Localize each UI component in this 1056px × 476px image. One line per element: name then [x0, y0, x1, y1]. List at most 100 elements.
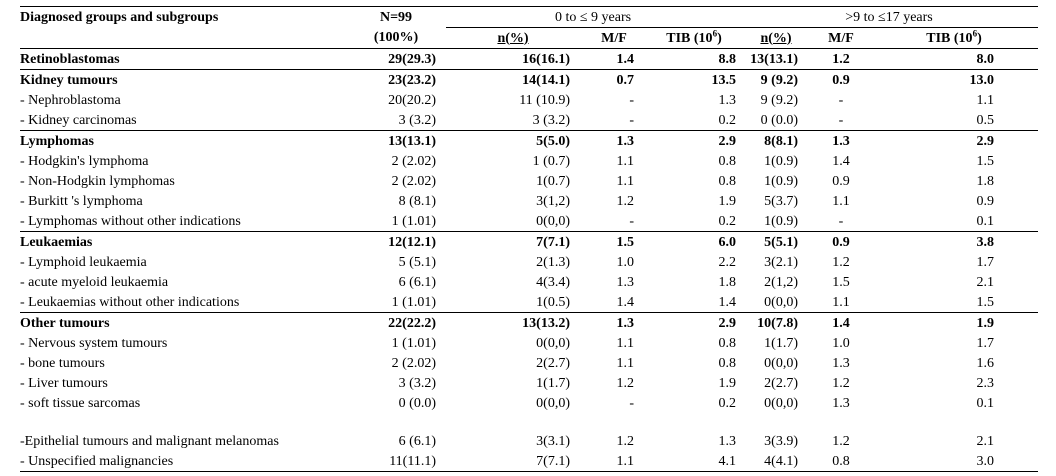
row-mf-1: 1.1	[616, 173, 635, 189]
row-n-pct-2: 8(8.1)	[740, 130, 812, 151]
row-total: 11(11.1)	[346, 451, 446, 472]
header-n-pct-1: n(%)	[446, 27, 580, 49]
row-tib-2: 2.3	[976, 375, 995, 391]
row-label: - bone tumours	[20, 355, 105, 371]
row-n-pct-2: 13(13.1)	[740, 48, 812, 70]
table-row: - Nervous system tumours 1 (1.01) 0(0,0) 1.…	[20, 333, 1038, 353]
row-mf-1: 1.3	[580, 130, 648, 151]
row-label: - Nervous system tumours	[20, 335, 168, 351]
row-label: -Epithelial tumours and malignant melano…	[20, 434, 279, 449]
table-row: - Burkitt 's lymphoma 8 (8.1) 3(1,2) 1.2 1.9…	[20, 191, 1038, 211]
row-tib-2: 1.7	[976, 335, 995, 351]
row-label: Kidney tumours	[20, 69, 346, 90]
row-n-pct-1: 13(13.2)	[446, 312, 580, 333]
row-tib-1: 0.8	[718, 153, 737, 169]
row-total: 6 (6.1)	[398, 434, 436, 449]
row-n-pct-1: 7(7.1)	[446, 451, 580, 472]
row-n-pct-2: 1(1.7)	[764, 335, 798, 351]
header-tib-2: TIB (106)	[870, 27, 1038, 49]
row-mf-1: 1.3	[580, 312, 648, 333]
row-tib-1: 1.9	[718, 375, 737, 391]
row-mf-2: 1.3	[812, 130, 870, 151]
table-row: - Lymphoid leukaemia 5 (5.1) 2(1.3) 1.0 2.2 3…	[20, 252, 1038, 272]
row-label: Lymphomas	[20, 130, 346, 151]
row-label: Other tumours	[20, 312, 346, 333]
row-mf-2: 0.9	[812, 231, 870, 252]
row-tib-2: 0.1	[976, 395, 995, 411]
row-mf-1: 1.2	[616, 375, 635, 391]
row-n-pct-2: 3(3.9)	[764, 434, 798, 449]
row-n-pct-1: 0(0,0)	[536, 213, 570, 229]
row-tib-1: 0.8	[718, 335, 737, 351]
row-n-pct-1: 2(2.7)	[536, 355, 570, 371]
row-n-pct-1: 0(0,0)	[536, 395, 570, 411]
row-tib-2: 0.5	[976, 112, 995, 128]
group-row: Leukaemias 12(12.1) 7(7.1) 1.5 6.0 5(5.1) 0.9 3…	[20, 231, 1038, 252]
row-mf-1: 1.1	[616, 355, 635, 371]
row-n-pct-2: 3(2.1)	[764, 254, 798, 270]
row-tib-1: 8.8	[648, 48, 740, 70]
row-mf-2: -	[838, 92, 844, 108]
header-row-2: (100%) n(%) M/F TIB (106) n(%) M/F TIB (…	[20, 27, 1038, 49]
group-row: Other tumours 22(22.2) 13(13.2) 1.3 2.9 10(7.…	[20, 312, 1038, 333]
row-tib-1: 2.9	[648, 130, 740, 151]
row-tib-2: 3.0	[870, 451, 1038, 472]
row-total: 6 (6.1)	[398, 274, 436, 290]
header-total: N=99	[379, 9, 413, 25]
row-total: 13(13.1)	[346, 130, 446, 151]
row-tib-2: 3.8	[870, 231, 1038, 252]
row-n-pct-1: 3(3.1)	[536, 434, 570, 449]
row-mf-1: 1.5	[580, 231, 648, 252]
row-n-pct-2: 0(0,0)	[764, 395, 798, 411]
row-n-pct-1: 1(0.7)	[536, 173, 570, 189]
row-mf-2: 1.3	[832, 355, 850, 371]
table-row: - acute myeloid leukaemia 6 (6.1) 4(3.4) 1.…	[20, 272, 1038, 292]
row-total: 22(22.2)	[346, 312, 446, 333]
group-row: Retinoblastomas 29(29.3) 16(16.1) 1.4 8.8 13(…	[20, 48, 1038, 70]
row-tib-2: 1.6	[976, 355, 995, 371]
row-tib-2: 13.0	[870, 69, 1038, 90]
row-label: - Nephroblastoma	[20, 92, 121, 108]
table-container: Diagnosed groups and subgroups N=99 0 to…	[20, 6, 1038, 472]
row-n-pct-2: 2(2.7)	[764, 375, 798, 391]
row-n-pct-1: 4(3.4)	[536, 274, 570, 290]
row-tib-1: 1.3	[718, 434, 737, 449]
row-mf-1: 1.1	[616, 335, 635, 351]
header-groups: Diagnosed groups and subgroups	[20, 9, 219, 25]
row-tib-1: 0.2	[718, 213, 737, 229]
row-tib-1: 6.0	[648, 231, 740, 252]
row-mf-2: 1.2	[812, 48, 870, 70]
header-mf-1: M/F	[580, 27, 648, 49]
table-body: Retinoblastomas 29(29.3) 16(16.1) 1.4 8.8 13(…	[20, 48, 1038, 472]
row-n-pct-1: 1 (0.7)	[532, 153, 570, 169]
row-tib-2: 1.8	[976, 173, 995, 189]
row-tib-1: 13.5	[648, 69, 740, 90]
row-label: - Lymphoid leukaemia	[20, 254, 147, 270]
row-mf-2: -	[838, 213, 844, 229]
row-tib-2: 2.1	[976, 274, 995, 290]
row-tib-1: 0.2	[718, 112, 737, 128]
row-label: - Kidney carcinomas	[20, 112, 137, 128]
row-mf-2: 0.8	[812, 451, 870, 472]
table-row: -Epithelial tumours and malignant melano…	[20, 413, 1038, 451]
row-label: - Leukaemias without other indications	[20, 294, 240, 310]
row-tib-2: 2.1	[976, 434, 995, 449]
row-mf-2: 1.1	[832, 294, 850, 310]
row-n-pct-1: 7(7.1)	[446, 231, 580, 252]
row-tib-1: 1.4	[718, 294, 737, 310]
row-mf-2: 0.9	[812, 69, 870, 90]
table-row: - Nephroblastoma 20(20.2) 11 (10.9) - 1.3 9 (…	[20, 90, 1038, 110]
row-tib-1: 4.1	[648, 451, 740, 472]
row-tib-2: 8.0	[870, 48, 1038, 70]
row-total: 3 (3.2)	[398, 112, 436, 128]
row-tib-1: 0.2	[718, 395, 737, 411]
row-mf-2: 1.2	[832, 254, 850, 270]
row-tib-1: 2.2	[718, 254, 737, 270]
row-mf-2: -	[838, 112, 844, 128]
row-tib-1: 0.8	[718, 173, 737, 189]
row-tib-2: 1.1	[976, 92, 995, 108]
row-label: Leukaemias	[20, 231, 346, 252]
row-mf-1: 0.7	[580, 69, 648, 90]
table-row: - Non-Hodgkin lymphomas 2 (2.02) 1(0.7) 1.1…	[20, 171, 1038, 191]
row-n-pct-2: 5(3.7)	[764, 193, 798, 209]
